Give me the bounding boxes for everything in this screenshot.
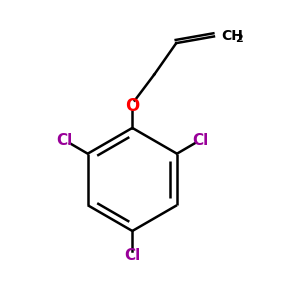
Text: Cl: Cl [124, 248, 140, 263]
Text: Cl: Cl [192, 133, 208, 148]
Text: O: O [125, 97, 140, 115]
Text: CH: CH [221, 28, 243, 43]
Text: Cl: Cl [57, 133, 73, 148]
Text: 2: 2 [235, 34, 243, 44]
